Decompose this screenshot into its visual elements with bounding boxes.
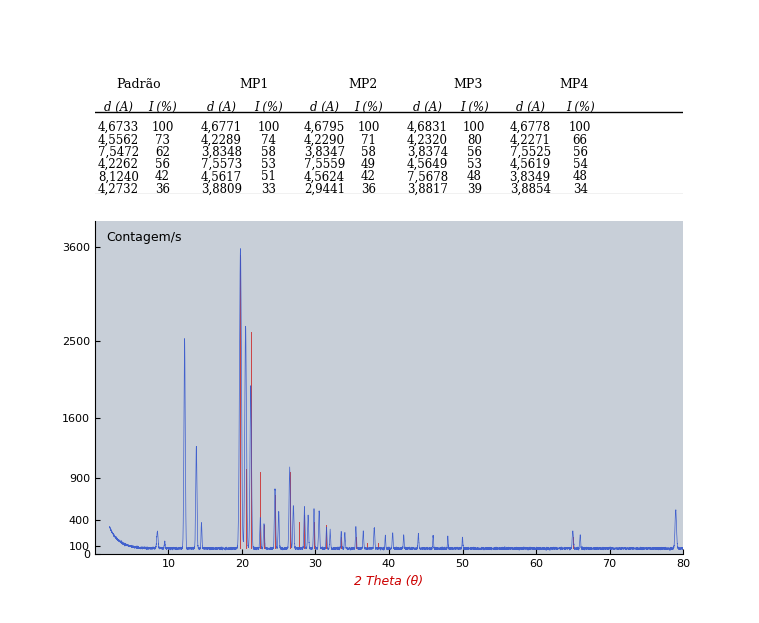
Text: 3,8374: 3,8374	[407, 146, 448, 159]
Text: 4,5617: 4,5617	[201, 171, 242, 183]
Text: MP4: MP4	[559, 78, 589, 92]
Text: 48: 48	[467, 171, 482, 183]
Text: 4,5649: 4,5649	[407, 158, 448, 171]
Text: 4,6831: 4,6831	[407, 121, 448, 134]
Text: 4,2732: 4,2732	[98, 183, 139, 196]
Text: 53: 53	[261, 158, 276, 171]
Text: 71: 71	[361, 133, 376, 146]
Text: 100: 100	[257, 121, 279, 134]
Text: 4,6733: 4,6733	[98, 121, 139, 134]
Text: 100: 100	[151, 121, 174, 134]
Text: 56: 56	[572, 146, 587, 159]
Text: 7,5573: 7,5573	[200, 158, 242, 171]
Text: Padrão: Padrão	[117, 78, 162, 92]
Text: 7,5678: 7,5678	[407, 171, 448, 183]
Text: 39: 39	[467, 183, 482, 196]
Text: 54: 54	[572, 158, 587, 171]
Text: d (A): d (A)	[413, 101, 442, 114]
Text: MP2: MP2	[348, 78, 377, 92]
Text: I (%): I (%)	[254, 101, 283, 114]
Text: 4,5624: 4,5624	[304, 171, 345, 183]
Text: 3,8817: 3,8817	[407, 183, 448, 196]
Text: d (A): d (A)	[515, 101, 545, 114]
Text: Contagem/s: Contagem/s	[106, 231, 182, 244]
Text: 4,6795: 4,6795	[304, 121, 345, 134]
Text: 36: 36	[361, 183, 376, 196]
Text: I (%): I (%)	[565, 101, 594, 114]
Text: 4,5562: 4,5562	[98, 133, 139, 146]
Text: 100: 100	[357, 121, 380, 134]
Text: 33: 33	[261, 183, 276, 196]
Text: 34: 34	[572, 183, 587, 196]
Text: 4,2289: 4,2289	[201, 133, 242, 146]
Text: 80: 80	[467, 133, 482, 146]
Text: d (A): d (A)	[310, 101, 339, 114]
Text: 48: 48	[573, 171, 587, 183]
Text: 51: 51	[261, 171, 276, 183]
Text: 3,8809: 3,8809	[201, 183, 242, 196]
Text: 62: 62	[155, 146, 170, 159]
Text: I (%): I (%)	[148, 101, 177, 114]
Text: 7,5472: 7,5472	[98, 146, 139, 159]
Text: 4,2271: 4,2271	[510, 133, 550, 146]
Text: 66: 66	[572, 133, 587, 146]
Text: 100: 100	[463, 121, 486, 134]
Text: 36: 36	[155, 183, 170, 196]
Text: MP3: MP3	[454, 78, 483, 92]
Text: 56: 56	[155, 158, 170, 171]
Text: d (A): d (A)	[104, 101, 133, 114]
Text: 3,8347: 3,8347	[304, 146, 345, 159]
Text: 4,6778: 4,6778	[509, 121, 551, 134]
Text: 4,2290: 4,2290	[304, 133, 345, 146]
Text: 2,9441: 2,9441	[304, 183, 345, 196]
Text: 100: 100	[569, 121, 591, 134]
Text: I (%): I (%)	[460, 101, 489, 114]
Text: 58: 58	[361, 146, 376, 159]
Text: 53: 53	[467, 158, 482, 171]
Text: 4,6771: 4,6771	[201, 121, 242, 134]
Text: 42: 42	[361, 171, 376, 183]
Text: d (A): d (A)	[207, 101, 236, 114]
Text: 58: 58	[261, 146, 276, 159]
Text: 56: 56	[467, 146, 482, 159]
Text: MP1: MP1	[239, 78, 269, 92]
Text: 49: 49	[361, 158, 376, 171]
Text: 7,5559: 7,5559	[304, 158, 345, 171]
Text: 73: 73	[155, 133, 170, 146]
X-axis label: 2 Theta (θ): 2 Theta (θ)	[354, 575, 424, 588]
Text: 4,2262: 4,2262	[98, 158, 139, 171]
Text: 8,1240: 8,1240	[98, 171, 139, 183]
Text: 3,8349: 3,8349	[509, 171, 551, 183]
Text: 7,5525: 7,5525	[509, 146, 551, 159]
Text: 4,5619: 4,5619	[509, 158, 551, 171]
Text: 3,8348: 3,8348	[201, 146, 242, 159]
Text: 4,2320: 4,2320	[407, 133, 448, 146]
Text: 74: 74	[261, 133, 276, 146]
Text: I (%): I (%)	[354, 101, 383, 114]
Text: 3,8854: 3,8854	[509, 183, 551, 196]
Text: 42: 42	[155, 171, 170, 183]
